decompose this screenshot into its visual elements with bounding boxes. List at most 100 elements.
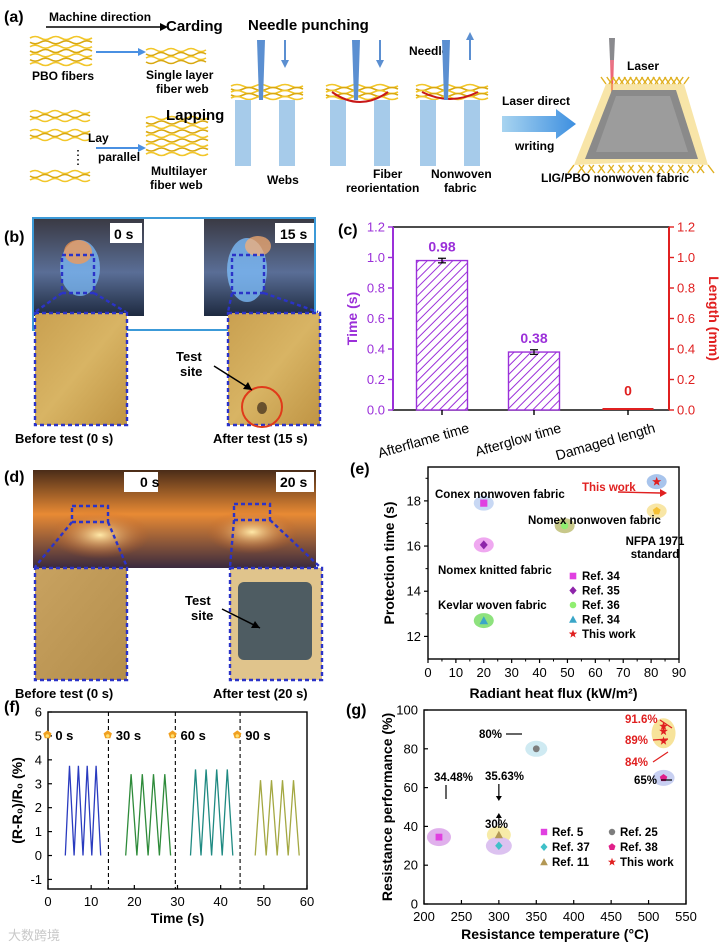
fringe-fiber [628,164,636,174]
fiber-strand [29,169,91,175]
legend-label: Ref. 34 [582,615,620,627]
legend-marker [540,843,548,851]
needle-shaft [257,40,265,100]
point-label: This work [582,482,636,494]
resistance-curve [254,780,300,856]
point-label: Kevlar woven fabric [438,600,547,612]
fabric-after-photo [226,311,322,427]
data-point [480,499,488,507]
point-label: Nomex knitted fabric [438,565,552,577]
fiber-strand [145,133,209,139]
panel-a-label: (a) [4,9,24,26]
y-tick-label-left: 0.2 [367,372,385,387]
legend-label: Ref. 11 [552,857,590,869]
point-label: 80% [479,729,502,741]
legend-marker [540,858,548,866]
x-tick-label: 20 [477,665,491,680]
fiber-strand [145,138,209,143]
fringe-fiber [667,164,675,174]
x-tick-label: 40 [213,894,227,909]
point-label: 89% [625,735,648,747]
flame-icon-core [45,734,50,738]
fringe-fiber [683,76,690,85]
multilayer-web-label: fiber web [150,178,203,192]
panel-g-label: (g) [346,702,366,719]
legend-marker [569,601,577,609]
bar-value-label: 0.98 [428,238,455,254]
x-tick-label: 50 [257,894,271,909]
fringe-fiber [676,164,684,174]
y-tick-label-right: 0.6 [677,311,695,326]
fringe-fiber [707,164,715,174]
point-label: Nomex nonwoven fabric [528,515,662,527]
time-badge-0s [110,223,142,243]
annotation-arrow [652,751,669,763]
after-test-label-b: After test (15 s) [213,431,308,446]
x-tick-label: 60 [300,894,314,909]
bar [602,408,654,410]
support-plate [464,100,480,166]
zoom-box-0s [60,253,96,295]
needle-motion-arrowhead [376,60,384,68]
fiber-strand [230,86,304,92]
panel-e-label: (e) [350,461,370,478]
fringe-fiber [578,164,586,174]
fringe-fiber [675,76,682,85]
fiber-strand [29,61,93,67]
fringe-fiber [697,164,705,174]
y-tick-label: 100 [396,703,418,718]
y-tick-label: 2 [35,800,42,815]
point-label: NFPA 1971 [626,536,685,548]
fringe-fiber [629,76,636,85]
carding-label: Carding [166,18,223,35]
zoom-box-15s [230,253,266,295]
x-tick-label: 500 [638,909,660,924]
laser-label: Laser [627,59,659,73]
point-label: 35.63% [485,771,524,783]
fringe-fiber [567,164,575,174]
y-tick-label-right: 0.4 [677,342,695,357]
webs-label: Webs [267,173,299,187]
panel-f-label: (f) [4,699,20,716]
after-test-label-d: After test (20 s) [213,686,308,701]
orange-flame-0s [64,240,92,264]
y-tick-label-left: 0.4 [367,342,385,357]
bar-value-label: 0 [624,383,632,399]
x-tick-label: 40 [532,665,546,680]
reorientation-label: reorientation [346,181,419,195]
furnace-glow-0s [50,511,150,559]
orange-flame-15s [245,236,271,256]
time-badge-20s-d [276,472,314,492]
y-axis-title: (R-R₀)/R₀ (%) [9,757,25,844]
annotation-arrowhead [495,813,502,818]
legend-label: Ref. 36 [582,600,620,612]
lig-pbo-label: LIG/PBO nonwoven fabric [541,171,689,185]
chart-e: 0 10 20 30 40 50 60 70 80 90 12 14 16 18 Radiant heat … [381,466,686,701]
point-label: 30% [485,819,508,831]
time-badge-0s-d [124,472,158,492]
writing-label: writing [514,139,554,153]
legend-label: Ref. 37 [552,842,590,854]
y-tick-label-right: 0.0 [677,403,695,418]
parallel-label: parallel [98,150,140,164]
fringe-fiber [608,164,616,174]
x-category-label: Damaged length [554,420,657,464]
test-label-b: Test [176,349,202,364]
needle-motion-arrowhead [466,32,474,40]
y-tick-label: 1 [35,824,42,839]
y-tick-label: 0 [35,848,42,863]
point-label: 84% [625,757,648,769]
fringe-fiber [626,164,635,174]
resistance-curve [189,769,234,856]
panel-c-label: (c) [338,222,358,239]
y-tick-label: 12 [407,629,421,644]
fringe-fiber [607,164,615,174]
lig-pbo-fabric-sheet [574,84,708,165]
single-layer-web-label: fiber web [156,82,209,96]
segment-label: 90 s [245,728,270,743]
fringe-fiber [577,164,585,174]
lay-label: Lay [88,131,109,145]
fiber-strand [145,47,207,53]
annotation-arrow [659,719,673,729]
